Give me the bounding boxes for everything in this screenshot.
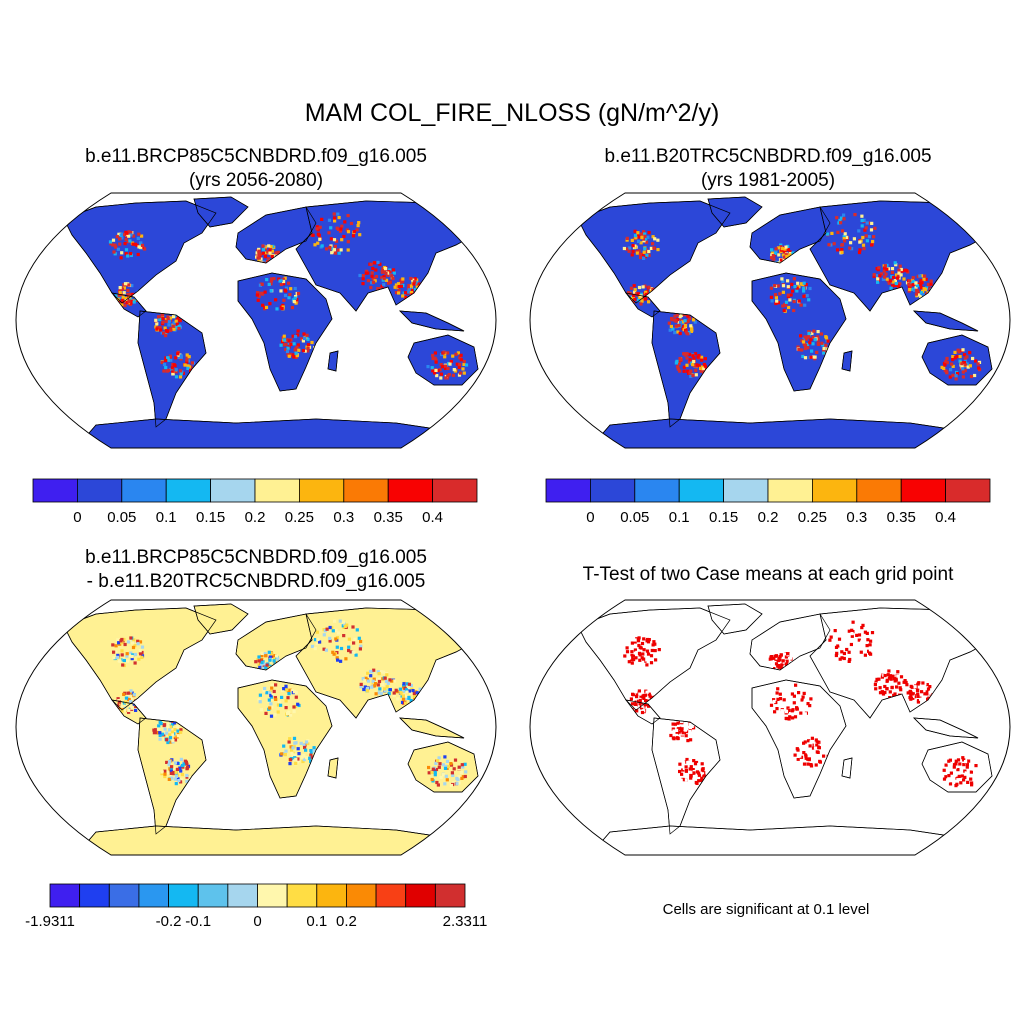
cb-1-swatch-4 — [210, 478, 256, 503]
cb-3-swatch-1 — [79, 883, 110, 908]
cb-1-label-6: 0.3 — [333, 509, 354, 526]
cb-2-label-4: 0.2 — [758, 509, 779, 526]
map-panel-future — [15, 192, 497, 449]
cb-2-swatch-2 — [634, 478, 680, 503]
cb-2-label-6: 0.3 — [846, 509, 867, 526]
cb-1-swatch-1 — [77, 478, 123, 503]
field-colorbar-historical: 0 0.05 0.1 0.15 0.2 0.25 0.3 0.35 0.4 — [545, 478, 991, 526]
cb-2-label-1: 0.05 — [620, 509, 649, 526]
cb-3-swatch-5 — [197, 883, 229, 908]
cb-1-swatch-2 — [121, 478, 167, 503]
cb-2-label-0: 0 — [586, 509, 594, 526]
cb-2-swatch-0 — [545, 478, 591, 503]
map-difference-land-newZealand — [481, 785, 493, 807]
cb-3-label-6: 2.3311 — [443, 913, 488, 930]
cb-3-swatch-2 — [108, 883, 140, 908]
field-colorbar-future: 0 0.05 0.1 0.15 0.2 0.25 0.3 0.35 0.4 — [32, 478, 478, 526]
diff-colorbar: -1.9311 -0.2 -0.1 0 0.1 0.2 2.3311 — [25, 883, 488, 930]
cb-1-label-8: 0.4 — [422, 509, 443, 526]
figure-title: MAM COL_FIRE_NLOSS (gN/m^2/y) — [305, 99, 720, 127]
map-future-land-antarctica — [75, 418, 447, 448]
cb-1-swatch-5 — [254, 478, 300, 503]
cb-1-swatch-8 — [387, 478, 434, 503]
cb-2-label-8: 0.4 — [935, 509, 956, 526]
panel-title-historical-line1: b.e11.B20TRC5CNBDRD.f09_g16.005 — [604, 146, 931, 167]
cb-3-label-0: -1.9311 — [25, 913, 75, 930]
cb-2-label-2: 0.1 — [669, 509, 690, 526]
panel-title-difference-line2: - b.e11.B20TRC5CNBDRD.f09_g16.005 — [87, 571, 426, 592]
map-ttest-field-cells — [623, 620, 982, 788]
panel-title-future-line2: (yrs 2056-2080) — [189, 170, 323, 191]
cb-1-label-0: 0 — [73, 509, 81, 526]
significance-note: Cells are significant at 0.1 level — [663, 901, 870, 918]
cb-1-swatch-7 — [343, 478, 389, 503]
cb-2-swatch-3 — [678, 478, 725, 503]
map-difference-land-antarctica — [75, 825, 447, 855]
panel-title-difference-line1: b.e11.BRCP85C5CNBDRD.f09_g16.005 — [85, 547, 427, 568]
map-panel-historical — [529, 192, 1011, 449]
map-difference-field-cells — [111, 619, 468, 788]
map-historical-land-antarctica — [589, 418, 961, 448]
cb-2-swatch-5 — [767, 478, 813, 503]
cb-3-swatch-10 — [346, 883, 377, 908]
cb-2-swatch-7 — [856, 478, 902, 503]
cb-3-label-4: 0.1 — [306, 913, 327, 930]
panel-title-ttest: T-Test of two Case means at each grid po… — [583, 564, 954, 585]
map-ttest-land-newZealand — [995, 785, 1007, 807]
cb-1-label-2: 0.1 — [156, 509, 177, 526]
cb-2-swatch-9 — [945, 478, 991, 503]
cb-1-swatch-3 — [165, 478, 211, 503]
cb-2-label-5: 0.25 — [798, 509, 827, 526]
cb-2-swatch-4 — [723, 478, 769, 503]
cb-3-swatch-7 — [257, 883, 288, 908]
cb-3-swatch-9 — [316, 883, 347, 908]
cb-2-label-7: 0.35 — [887, 509, 916, 526]
cb-3-label-1: -0.2 — [156, 913, 182, 930]
cb-1-label-5: 0.25 — [285, 509, 314, 526]
cb-3-swatch-12 — [405, 883, 436, 908]
panel-title-future-line1: b.e11.BRCP85C5CNBDRD.f09_g16.005 — [85, 146, 427, 167]
cb-3-label-5: 0.2 — [336, 913, 357, 930]
cb-1-swatch-9 — [432, 478, 478, 503]
map-panel-ttest — [529, 599, 1011, 856]
cb-1-label-4: 0.2 — [245, 509, 266, 526]
map-historical-land-newZealand — [995, 378, 1007, 400]
cb-3-swatch-11 — [375, 883, 407, 908]
cb-3-label-2: -0.1 — [185, 913, 211, 930]
map-future-land-newZealand — [481, 378, 493, 400]
map-ttest-land-antarctica — [589, 825, 961, 855]
cb-2-swatch-6 — [812, 478, 858, 503]
cb-3-swatch-0 — [49, 883, 81, 908]
cb-3-swatch-4 — [168, 883, 199, 908]
cb-1-swatch-0 — [32, 478, 78, 503]
cb-3-swatch-13 — [434, 883, 466, 908]
cb-3-label-3: 0 — [253, 913, 261, 930]
cb-3-swatch-8 — [286, 883, 318, 908]
cb-2-swatch-1 — [590, 478, 636, 503]
cb-1-swatch-6 — [298, 478, 345, 503]
cb-1-label-1: 0.05 — [107, 509, 136, 526]
cb-1-label-7: 0.35 — [374, 509, 403, 526]
cb-3-swatch-6 — [227, 883, 258, 908]
cb-1-label-3: 0.15 — [196, 509, 225, 526]
map-panel-difference — [15, 599, 497, 856]
panel-title-historical-line2: (yrs 1981-2005) — [701, 170, 835, 191]
cb-3-swatch-3 — [138, 883, 169, 908]
cb-2-swatch-8 — [900, 478, 947, 503]
cb-2-label-3: 0.15 — [709, 509, 738, 526]
